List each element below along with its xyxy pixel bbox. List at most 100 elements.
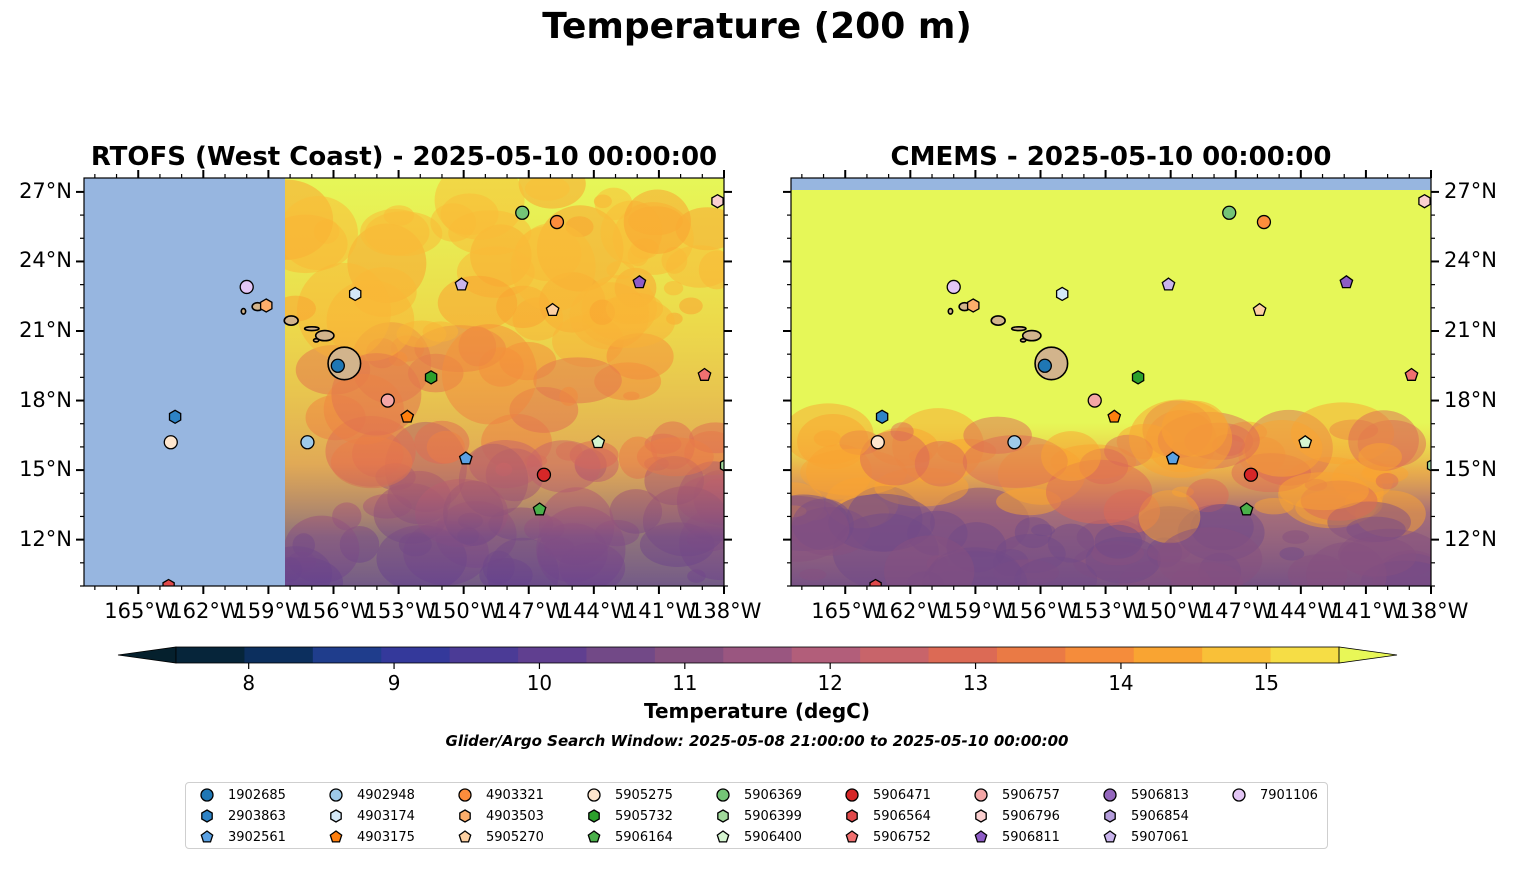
marker-5906471 [536, 467, 552, 482]
marker-5906400 [591, 434, 606, 449]
marker-4902948 [1007, 435, 1022, 450]
lat-tick-label: 24°N [19, 248, 72, 273]
pentagon-marker-icon [587, 830, 601, 843]
lon-tick-label: 141°W [624, 599, 697, 623]
legend-item: 5906399 [714, 806, 802, 826]
island [303, 326, 320, 332]
marker-5906399 [719, 459, 724, 472]
legend-marker [330, 809, 342, 823]
circle-marker-icon [458, 788, 472, 802]
marker-5906400 [1298, 434, 1313, 449]
legend-label: 5906369 [744, 787, 802, 803]
lat-tick-label: 21°N [19, 318, 72, 342]
legend-marker [587, 788, 601, 802]
lat-tick-label: 21°N [1444, 318, 1497, 342]
legend-label: 4903175 [357, 829, 415, 845]
marker-4903175 [400, 409, 415, 423]
lon-tick-label: 144°W [1266, 599, 1339, 623]
legend-item: 5907061 [1101, 827, 1189, 847]
legend-label: 5906796 [1002, 808, 1060, 824]
legend-marker [1103, 788, 1117, 802]
circle-marker-icon [845, 788, 859, 802]
pentagon-marker-icon [845, 830, 859, 843]
marker-7901106 [239, 279, 254, 295]
marker-3902561 [458, 451, 473, 465]
lon-tick-label: 156°W [1006, 599, 1078, 623]
hexagon-marker-icon [975, 809, 987, 823]
colorbar-tick-label: 13 [962, 671, 989, 695]
missing-data-strip [791, 178, 1431, 190]
legend-marker [845, 830, 859, 843]
legend-label: 5906399 [744, 808, 802, 824]
colorbar [117, 646, 1398, 669]
legend-label: 4903174 [357, 808, 415, 824]
colorbar-under-arrow [117, 646, 177, 664]
map-frame [83, 177, 725, 587]
legend-label: 5906400 [744, 829, 802, 845]
colorbar-tick-label: 12 [817, 671, 843, 695]
legend-marker [846, 809, 858, 823]
circle-marker-icon [1232, 788, 1246, 802]
colorbar-bin [860, 647, 930, 663]
circle-marker-icon [716, 788, 730, 802]
map-panel-cmems [783, 170, 1439, 594]
legend-label: 3902561 [228, 829, 286, 845]
marker-5906811 [632, 274, 647, 289]
lat-tick-label: 12°N [1444, 526, 1497, 551]
lon-tick-label: 138°W [690, 599, 762, 623]
island [312, 337, 320, 343]
island [947, 307, 954, 315]
colorbar-bin [723, 647, 793, 663]
lon-tick-label: 165°W [104, 599, 176, 623]
legend-marker [974, 830, 988, 843]
marker-5906796 [1418, 193, 1431, 209]
marker-5907061 [1161, 277, 1176, 291]
marker-5906752 [697, 367, 712, 381]
marker-5905732 [1131, 370, 1145, 385]
legend-item: 5906752 [843, 827, 931, 847]
lat-tick-label: 15°N [19, 457, 72, 482]
island [1010, 326, 1027, 332]
legend-label: 5906564 [873, 808, 931, 824]
legend-label: 7901106 [1260, 787, 1318, 803]
legend-item: 5906811 [972, 827, 1060, 847]
legend-marker [716, 830, 730, 843]
marker-5905275 [870, 435, 885, 450]
marker-4903503 [259, 298, 273, 313]
colorbar-bin [996, 647, 1066, 663]
marker-4903174 [348, 286, 362, 302]
circle-marker-icon [200, 788, 214, 802]
marker-5905270 [545, 302, 560, 317]
island [1021, 329, 1042, 342]
colorbar-bin [381, 647, 451, 663]
legend-label: 5906811 [1002, 829, 1060, 845]
lon-tick-label: 138°W [1397, 599, 1469, 623]
hexagon-marker-icon [1104, 809, 1116, 823]
legend-item: 4903503 [456, 806, 544, 826]
lon-tick-label: 153°W [1071, 599, 1143, 623]
legend-label: 5906164 [615, 829, 673, 845]
island [283, 315, 299, 327]
colorbar-bin [518, 647, 588, 663]
lon-tick-label: 141°W [1331, 599, 1404, 623]
lon-tick-label: 147°W [494, 599, 567, 623]
lat-tick-label: 24°N [1444, 248, 1497, 273]
lat-tick-label: 18°N [1444, 387, 1497, 412]
legend-marker [458, 788, 472, 802]
legend-label: 5906854 [1131, 808, 1189, 824]
colorbar-tick-label: 11 [672, 671, 698, 695]
legend-item: 5906471 [843, 785, 931, 805]
marker-4903174 [1055, 286, 1069, 302]
hexagon-marker-icon [459, 809, 471, 823]
marker-5906399 [1426, 459, 1431, 472]
marker-1902685 [330, 358, 345, 373]
lon-tick-label: 162°W [169, 599, 241, 623]
pentagon-marker-icon [200, 830, 214, 843]
marker-5906564 [162, 578, 175, 586]
lon-tick-label: 165°W [811, 599, 883, 623]
legend-item: 4903321 [456, 785, 544, 805]
marker-7901106 [946, 279, 961, 295]
marker-5905275 [163, 435, 178, 450]
legend-marker [845, 788, 859, 802]
island [990, 315, 1006, 327]
